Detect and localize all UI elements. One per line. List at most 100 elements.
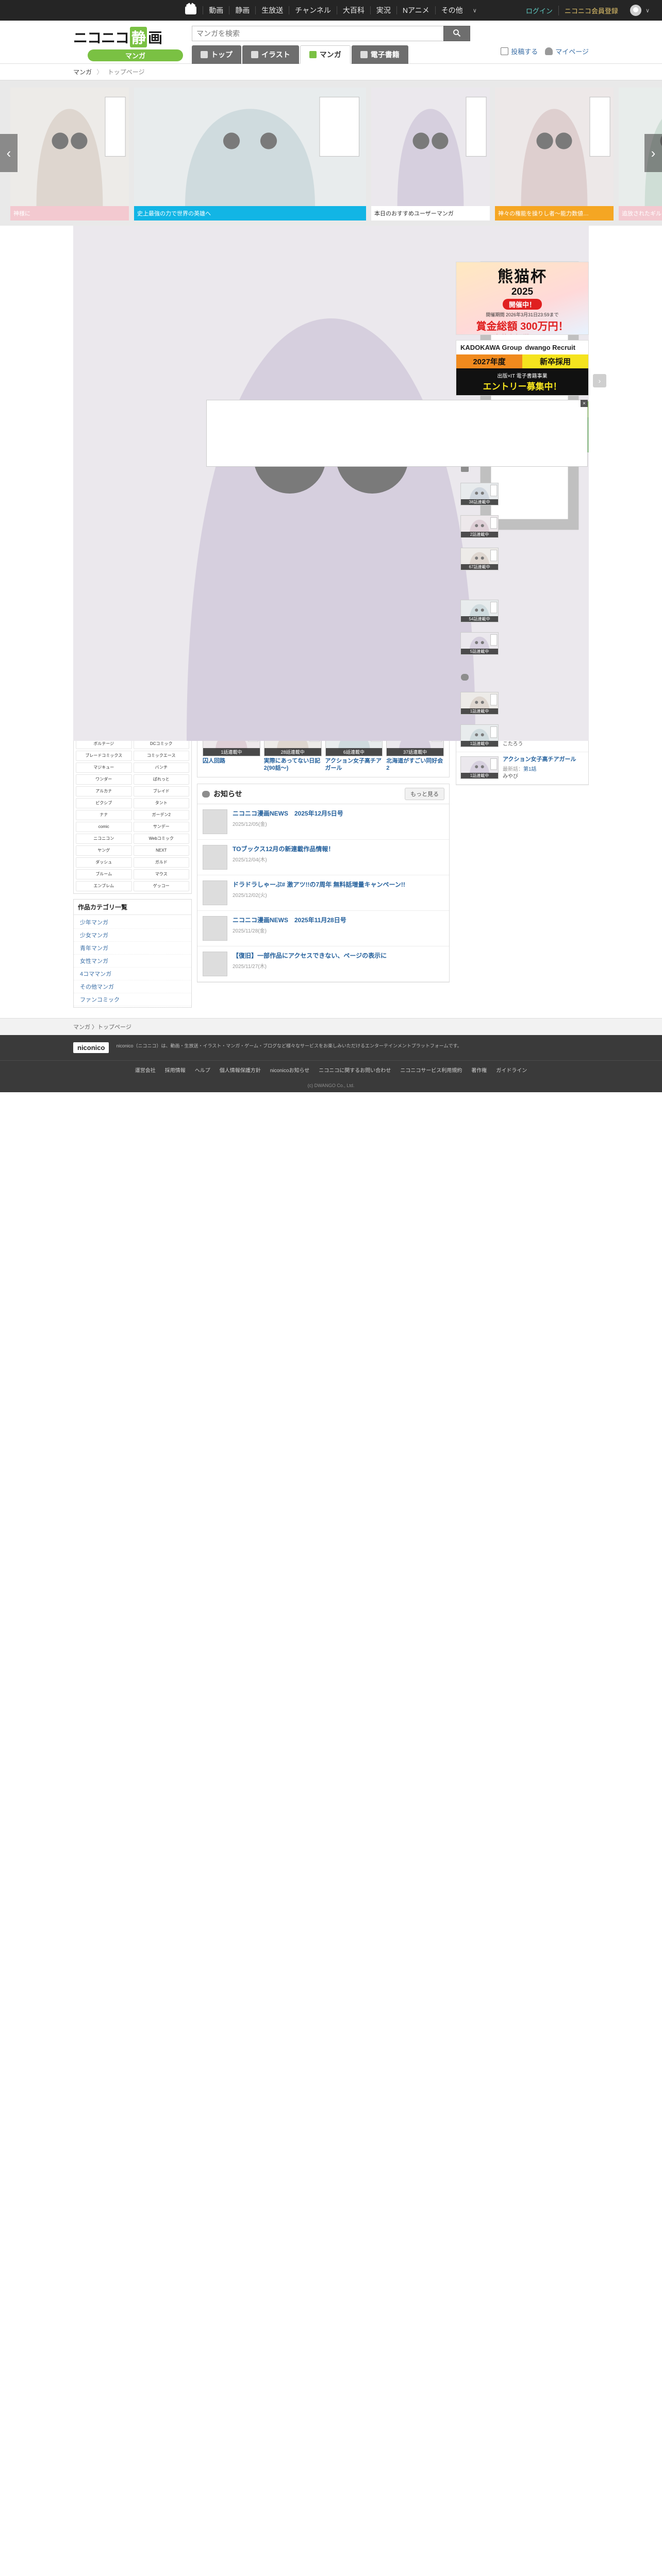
footer-link[interactable]: 個人情報保護方針 bbox=[219, 1068, 261, 1074]
floating-ad-box[interactable]: × bbox=[206, 400, 588, 467]
carousel-slide[interactable]: 本日のおすすめユーザーマンガ bbox=[371, 88, 490, 221]
panda-cup-banner[interactable]: 早い者勝ちマンガレース 熊猫杯 2025 開催中！ 開催期間 2026年3月31… bbox=[456, 262, 589, 335]
post-link[interactable]: 投稿する bbox=[501, 46, 538, 56]
publisher-link[interactable]: ゲッコー bbox=[133, 881, 189, 891]
dwango-recruit-banner[interactable]: KADOKAWA Group dwango Recruit 2027年度 新卒採… bbox=[456, 340, 589, 396]
publisher-link[interactable]: タント bbox=[133, 798, 189, 808]
mypage-link[interactable]: マイページ bbox=[545, 46, 589, 56]
news-item[interactable]: ニコニコ漫画NEWS 2025年12月5日号 2025/12/05(金) bbox=[73, 226, 589, 840]
publisher-link[interactable]: ブレイド bbox=[133, 786, 189, 796]
chevron-down-icon[interactable]: ∨ bbox=[472, 7, 477, 14]
footer-link[interactable]: ニコニコに関するお問い合わせ bbox=[319, 1068, 391, 1074]
global-nav-item-1[interactable]: 静画 bbox=[229, 6, 255, 14]
news-item[interactable]: ニコニコ漫画NEWS 2025年11月28日号 2025/11/28(金) bbox=[73, 226, 589, 947]
category-list-item[interactable]: 青年マンガ bbox=[74, 942, 191, 955]
publisher-link[interactable]: アルカナ bbox=[76, 786, 132, 796]
publisher-link[interactable]: ぱれっと bbox=[133, 774, 189, 785]
close-icon[interactable]: × bbox=[581, 400, 588, 407]
publisher-link[interactable]: ガルド bbox=[133, 857, 189, 868]
site-logo[interactable]: ニコニコ 静 画 マンガ bbox=[73, 26, 192, 61]
carousel-slide-image[interactable] bbox=[495, 88, 614, 206]
carousel-slide-image[interactable] bbox=[371, 88, 490, 206]
global-nav-item-6[interactable]: Nアニメ bbox=[396, 6, 435, 14]
carousel-prev-button[interactable]: ‹ bbox=[0, 134, 18, 172]
publisher-link[interactable]: エンブレム bbox=[76, 881, 132, 891]
category-list-item[interactable]: 女性マンガ bbox=[74, 955, 191, 968]
work-title[interactable]: 実際にあってない日記2(90話〜) bbox=[263, 757, 321, 771]
publisher-link[interactable]: サンデー bbox=[133, 822, 189, 832]
ranking-row[interactable]: 5話連載中 若葉ちゃんはわからせたい！ 最新話：第19話 紺吉 bbox=[456, 628, 588, 660]
ranking-thumbnail[interactable]: 1話連載中 bbox=[460, 756, 499, 779]
publisher-link[interactable]: ナナ bbox=[76, 810, 132, 820]
publisher-link[interactable]: ピクシブ bbox=[76, 798, 132, 808]
news-item[interactable]: TOブックス12月の新連載作品情報！ 2025/12/04(木) bbox=[73, 226, 589, 876]
global-nav-item-4[interactable]: 大百科 bbox=[336, 6, 370, 14]
global-nav-item-0[interactable]: 動画 bbox=[203, 6, 229, 14]
ranking-thumbnail[interactable]: 1話連載中 bbox=[460, 724, 499, 747]
work-title[interactable]: 北海道がすごい同好会2 bbox=[386, 757, 443, 771]
publisher-link[interactable]: マウス bbox=[133, 869, 189, 879]
publisher-link[interactable]: comic bbox=[76, 822, 132, 832]
register-link[interactable]: ニコニコ会員登録 bbox=[558, 5, 624, 15]
work-title[interactable]: 囚人回路 bbox=[203, 757, 225, 764]
ranking-item-title[interactable]: アクション女子高チアガール bbox=[503, 756, 576, 763]
category-list-item[interactable]: 4コママンガ bbox=[74, 968, 191, 980]
publisher-link[interactable]: ブレードコミックス bbox=[76, 751, 132, 761]
footer-link[interactable]: 採用情報 bbox=[164, 1068, 186, 1074]
news-more-button[interactable]: もっと見る bbox=[405, 788, 444, 801]
news-item-title[interactable]: ニコニコ漫画NEWS 2025年11月28日号 bbox=[233, 917, 346, 924]
user-avatar-icon[interactable] bbox=[630, 5, 641, 16]
publisher-link[interactable]: マジキュー bbox=[76, 762, 132, 773]
publisher-link[interactable]: NEXT bbox=[133, 845, 189, 856]
global-nav-item-3[interactable]: チャンネル bbox=[289, 6, 337, 14]
footer-link[interactable]: 著作権 bbox=[471, 1068, 487, 1074]
search-button[interactable] bbox=[443, 26, 470, 41]
publisher-link[interactable]: コミックエース bbox=[133, 751, 189, 761]
breadcrumb-root[interactable]: マンガ bbox=[73, 69, 92, 76]
footer-link[interactable]: ニコニコサービス利用規約 bbox=[400, 1068, 462, 1074]
ranking-thumbnail[interactable]: 38話連載中 bbox=[460, 483, 499, 505]
login-link[interactable]: ログイン bbox=[525, 7, 553, 15]
category-list-item[interactable]: 少女マンガ bbox=[74, 929, 191, 942]
carousel-slide[interactable]: 神々の権能を操りし者〜能力数値… bbox=[495, 88, 614, 221]
scroll-to-top-button[interactable]: › bbox=[593, 374, 606, 387]
global-nav-item-5[interactable]: 実況 bbox=[370, 6, 396, 14]
publisher-link[interactable]: バンチ bbox=[133, 762, 189, 773]
ranking-thumbnail[interactable]: 67話連載中 bbox=[460, 547, 499, 570]
category-list-item[interactable]: ファンコミック bbox=[74, 993, 191, 1006]
publisher-link[interactable]: ダッシュ bbox=[76, 857, 132, 868]
news-item-title[interactable]: ニコニコ漫画NEWS 2025年12月5日号 bbox=[233, 810, 343, 818]
nicovideo-tv-icon[interactable] bbox=[185, 6, 197, 14]
search-input[interactable] bbox=[192, 26, 443, 41]
ranking-thumbnail[interactable]: 5話連載中 bbox=[460, 632, 499, 655]
news-item-title[interactable]: TOブックス12月の新連載作品情報！ bbox=[233, 845, 335, 853]
publisher-link[interactable]: ブルーム bbox=[76, 869, 132, 879]
carousel-slide-image[interactable] bbox=[134, 88, 366, 206]
news-item-title[interactable]: 【復旧】一部作品にアクセスできない、ページの表示に bbox=[233, 952, 387, 960]
news-item-title[interactable]: ドラドラしゃーぷ# 激アツ!!の7周年 無料話増量キャンペーン!! bbox=[233, 881, 405, 889]
news-item[interactable]: 【復旧】一部作品にアクセスできない、ページの表示に 2025/11/27(木) bbox=[73, 226, 589, 982]
publisher-link[interactable]: ヤング bbox=[76, 845, 132, 856]
publisher-link[interactable]: Webコミック bbox=[133, 834, 189, 844]
carousel-slide-image[interactable] bbox=[10, 88, 129, 206]
carousel-next-button[interactable]: › bbox=[644, 134, 662, 172]
tab-manga[interactable]: マンガ bbox=[300, 45, 351, 64]
tab-illust[interactable]: イラスト bbox=[242, 45, 299, 64]
publisher-link[interactable]: ワンダー bbox=[76, 774, 132, 785]
publisher-link[interactable]: ニコニコン bbox=[76, 834, 132, 844]
ranking-thumbnail[interactable]: 54話連載中 bbox=[460, 600, 499, 623]
global-nav-item-2[interactable]: 生放送 bbox=[255, 6, 289, 14]
carousel-slide[interactable]: 史上最強の力で世界の英雄へ bbox=[134, 88, 366, 221]
ranking-row[interactable]: 1話連載中 アクション女子高チアガール 最新話：第1話 みやび bbox=[456, 752, 588, 785]
footer-link[interactable]: 運営会社 bbox=[135, 1068, 156, 1074]
ranking-thumbnail[interactable]: 2話連載中 bbox=[460, 515, 499, 538]
tab-ebook[interactable]: 電子書籍 bbox=[351, 45, 408, 64]
tab-top[interactable]: トップ bbox=[192, 45, 241, 64]
category-list-item[interactable]: 少年マンガ bbox=[74, 916, 191, 929]
ranking-thumbnail[interactable]: 1話連載中 bbox=[460, 691, 499, 715]
footer-link[interactable]: ガイドライン bbox=[496, 1068, 527, 1074]
account-chevron-down-icon[interactable]: ∨ bbox=[645, 7, 650, 14]
carousel-slide[interactable]: 神様に bbox=[10, 88, 129, 221]
publisher-link[interactable]: ガーデン2 bbox=[133, 810, 189, 820]
category-list-item[interactable]: その他マンガ bbox=[74, 980, 191, 993]
